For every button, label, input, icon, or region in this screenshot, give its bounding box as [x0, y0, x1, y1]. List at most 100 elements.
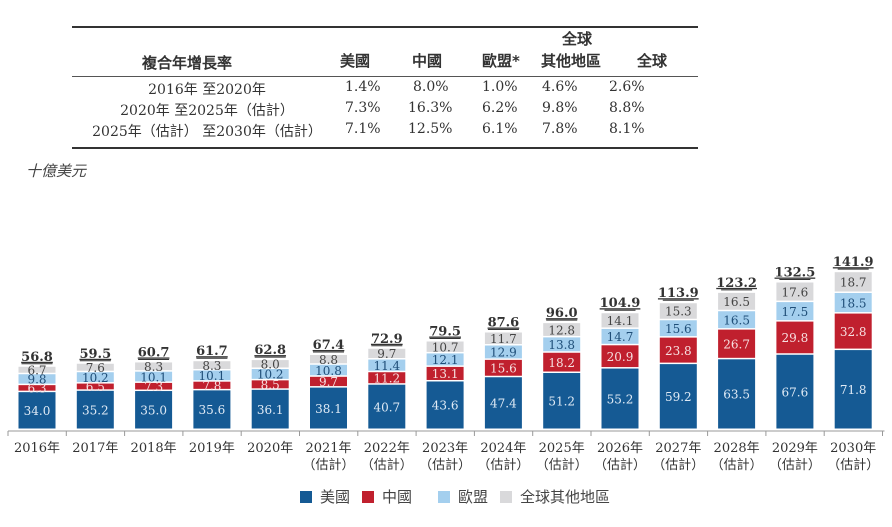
data-label-china: 6.3 — [27, 382, 46, 396]
x-tick-label: 2021年 — [305, 441, 351, 456]
total-label: 72.9 — [371, 332, 403, 347]
x-tick-label-sub: （估計） — [711, 457, 763, 473]
data-label-row: 12.8 — [548, 323, 575, 337]
data-label-row: 11.7 — [490, 332, 517, 346]
data-label-eu: 15.6 — [665, 322, 692, 336]
bar-segment-us — [310, 387, 347, 429]
total-label: 87.6 — [488, 316, 520, 331]
x-tick-label-sub: （估計） — [769, 457, 821, 473]
bar-segment-us — [834, 350, 872, 429]
col-header-china: 中國 — [412, 52, 443, 70]
x-tick-label-sub: （估計） — [361, 457, 413, 473]
bar-segment-china — [135, 382, 173, 390]
bar-segment-row — [310, 354, 347, 364]
data-label-us: 34.0 — [24, 404, 51, 418]
legend-swatch-china — [362, 490, 375, 503]
bar-segment-row — [251, 360, 289, 368]
data-label-us: 40.7 — [373, 400, 400, 414]
bar-segment-us — [18, 392, 56, 429]
cagr-cell: 8.0% — [413, 79, 449, 95]
data-label-china: 20.9 — [607, 350, 634, 364]
data-label-china: 29.8 — [782, 331, 809, 345]
bar-segment-china — [484, 359, 522, 376]
bar-segment-eu — [135, 371, 173, 382]
total-label: 96.0 — [546, 306, 578, 321]
legend-item-eu: 歐盟 — [438, 486, 488, 507]
data-label-eu: 12.9 — [490, 346, 517, 360]
bar-segment-row — [484, 332, 522, 345]
data-label-us: 59.2 — [665, 390, 692, 404]
bar-segment-row — [426, 341, 464, 352]
cagr-table-title: 複合年增長率 — [142, 54, 233, 72]
bar-segment-row — [543, 323, 581, 336]
bar-segment-china — [601, 345, 639, 368]
bar-segment-row — [76, 363, 114, 371]
data-label-row: 15.3 — [665, 305, 692, 319]
cagr-cell: 6.2% — [482, 100, 518, 116]
data-label-china: 26.7 — [723, 337, 750, 351]
data-label-row: 17.6 — [782, 285, 809, 299]
x-tick-label-sub: （估計） — [652, 457, 704, 473]
total-label: 123.2 — [716, 276, 757, 291]
bar-segment-us — [484, 377, 522, 429]
total-label: 61.7 — [196, 344, 228, 359]
data-label-china: 8.5 — [261, 378, 280, 392]
col-header-us: 美國 — [340, 52, 371, 70]
bar-segment-eu — [484, 345, 522, 359]
data-label-eu: 9.8 — [27, 373, 46, 387]
bar-segment-china — [76, 383, 114, 390]
legend-label-eu: 歐盟 — [458, 488, 489, 506]
bar-segment-eu — [659, 320, 697, 337]
x-tick-label: 2029年 — [772, 441, 818, 456]
x-tick-label-sub: （估計） — [419, 457, 471, 473]
bar-segment-eu — [601, 328, 639, 344]
cagr-cell: 8.8% — [609, 100, 645, 116]
data-label-row: 8.0 — [261, 358, 280, 372]
data-label-us: 63.5 — [723, 388, 750, 402]
data-label-row: 14.1 — [607, 314, 634, 328]
data-label-row: 8.3 — [144, 360, 163, 374]
data-label-china: 18.2 — [548, 356, 575, 370]
x-tick-label: 2024年 — [480, 441, 526, 456]
data-label-row: 16.5 — [723, 295, 750, 309]
data-label-china: 7.3 — [144, 380, 163, 394]
data-label-us: 35.2 — [82, 403, 109, 417]
bar-segment-eu — [543, 337, 581, 352]
data-label-us: 35.0 — [140, 404, 167, 418]
x-tick-label: 2023年 — [422, 441, 468, 456]
bar-segment-eu — [718, 311, 756, 329]
legend-item-china: 中國 — [362, 486, 412, 507]
data-label-eu: 11.4 — [373, 359, 400, 373]
bar-segment-china — [18, 385, 56, 391]
bar-segment-us — [76, 390, 114, 429]
bar-segment-china — [718, 329, 756, 358]
total-label: 104.9 — [600, 296, 641, 311]
bar-segment-eu — [251, 369, 289, 379]
total-label: 62.8 — [254, 343, 286, 358]
bar-segment-row — [368, 348, 406, 359]
data-label-us: 35.6 — [199, 403, 226, 417]
bar-segment-eu — [193, 370, 231, 381]
x-tick-label: 2018年 — [131, 441, 177, 456]
bar-segment-china — [543, 352, 581, 372]
x-tick-label: 2019年 — [189, 441, 235, 456]
bar-segment-us — [135, 391, 173, 429]
data-label-row: 10.7 — [432, 340, 459, 354]
total-label: 132.5 — [775, 266, 816, 281]
data-label-row: 18.7 — [840, 276, 867, 290]
x-tick-label: 2017年 — [72, 441, 118, 456]
x-tick-label: 2020年 — [247, 441, 293, 456]
bar-segment-eu — [834, 292, 872, 313]
legend-swatch-eu — [438, 490, 451, 503]
col-header-row: 其他地區 — [541, 52, 602, 70]
bar-segment-china — [776, 321, 814, 354]
bar-segment-us — [368, 384, 406, 429]
x-tick-label-sub: （估計） — [302, 457, 354, 473]
legend-label-row: 全球其他地區 — [520, 488, 611, 506]
bar-segment-row — [659, 303, 697, 319]
bar-segment-us — [193, 390, 231, 429]
x-tick-label: 2030年 — [830, 441, 876, 456]
data-label-eu: 10.2 — [257, 368, 284, 382]
bar-segment-row — [193, 361, 231, 369]
